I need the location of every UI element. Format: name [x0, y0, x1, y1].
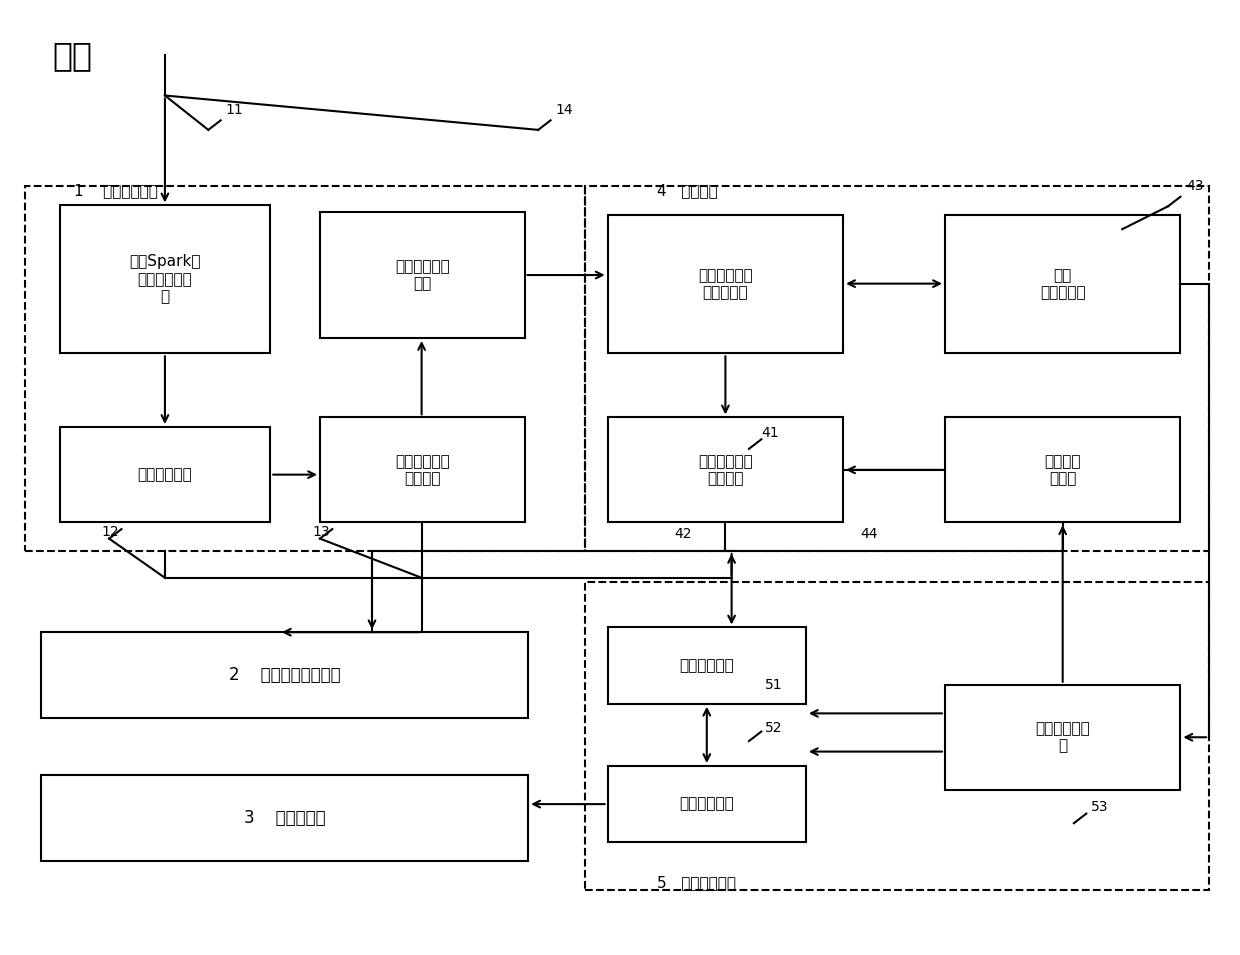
FancyBboxPatch shape	[608, 766, 806, 842]
FancyBboxPatch shape	[608, 417, 843, 522]
Text: 数据发送跟踪
器: 数据发送跟踪 器	[1035, 721, 1090, 753]
FancyBboxPatch shape	[41, 775, 528, 861]
FancyBboxPatch shape	[41, 632, 528, 718]
Text: 53: 53	[1091, 799, 1109, 814]
Text: 数据接收模块: 数据接收模块	[680, 796, 734, 812]
Text: 5   数据跟踪模块: 5 数据跟踪模块	[657, 875, 737, 890]
Text: 43: 43	[1187, 179, 1204, 193]
FancyBboxPatch shape	[60, 427, 270, 522]
Text: 网络流组调度
代理模块: 网络流组调度 代理模块	[698, 454, 753, 486]
Text: 数据发送模块: 数据发送模块	[680, 658, 734, 673]
Text: 1    负载生成模块: 1 负载生成模块	[74, 183, 159, 199]
Text: 建立网络流组
生成模型: 建立网络流组 生成模型	[394, 454, 450, 486]
Text: 41: 41	[761, 426, 779, 440]
FancyBboxPatch shape	[320, 212, 525, 338]
FancyBboxPatch shape	[945, 215, 1180, 353]
Text: 2    网络拓扑配置模块: 2 网络拓扑配置模块	[228, 667, 341, 684]
Text: 42: 42	[675, 526, 692, 541]
Text: 12: 12	[102, 524, 119, 539]
FancyBboxPatch shape	[60, 205, 270, 353]
Text: 日志: 日志	[52, 39, 92, 72]
Text: 工作节点仿真
同步协调器: 工作节点仿真 同步协调器	[698, 268, 753, 300]
Text: 仿真
同步协调器: 仿真 同步协调器	[1040, 268, 1085, 300]
Text: 网络流组提取: 网络流组提取	[138, 467, 192, 482]
Text: 52: 52	[765, 721, 782, 735]
Text: 51: 51	[765, 678, 782, 692]
FancyBboxPatch shape	[320, 417, 525, 522]
Text: 网络负载数据
生成: 网络负载数据 生成	[394, 259, 450, 291]
Text: 44: 44	[861, 526, 878, 541]
FancyBboxPatch shape	[608, 215, 843, 353]
Text: 14: 14	[556, 103, 573, 117]
FancyBboxPatch shape	[608, 627, 806, 704]
Text: 3    可视化模块: 3 可视化模块	[244, 810, 325, 827]
Text: 13: 13	[312, 524, 330, 539]
Text: 真实Spark网
络传输日志输
入: 真实Spark网 络传输日志输 入	[129, 254, 201, 305]
Text: 11: 11	[226, 103, 243, 117]
FancyBboxPatch shape	[945, 685, 1180, 790]
FancyBboxPatch shape	[945, 417, 1180, 522]
Text: 网络流组
调度器: 网络流组 调度器	[1044, 454, 1081, 486]
Text: 4   调度模块: 4 调度模块	[657, 183, 718, 199]
